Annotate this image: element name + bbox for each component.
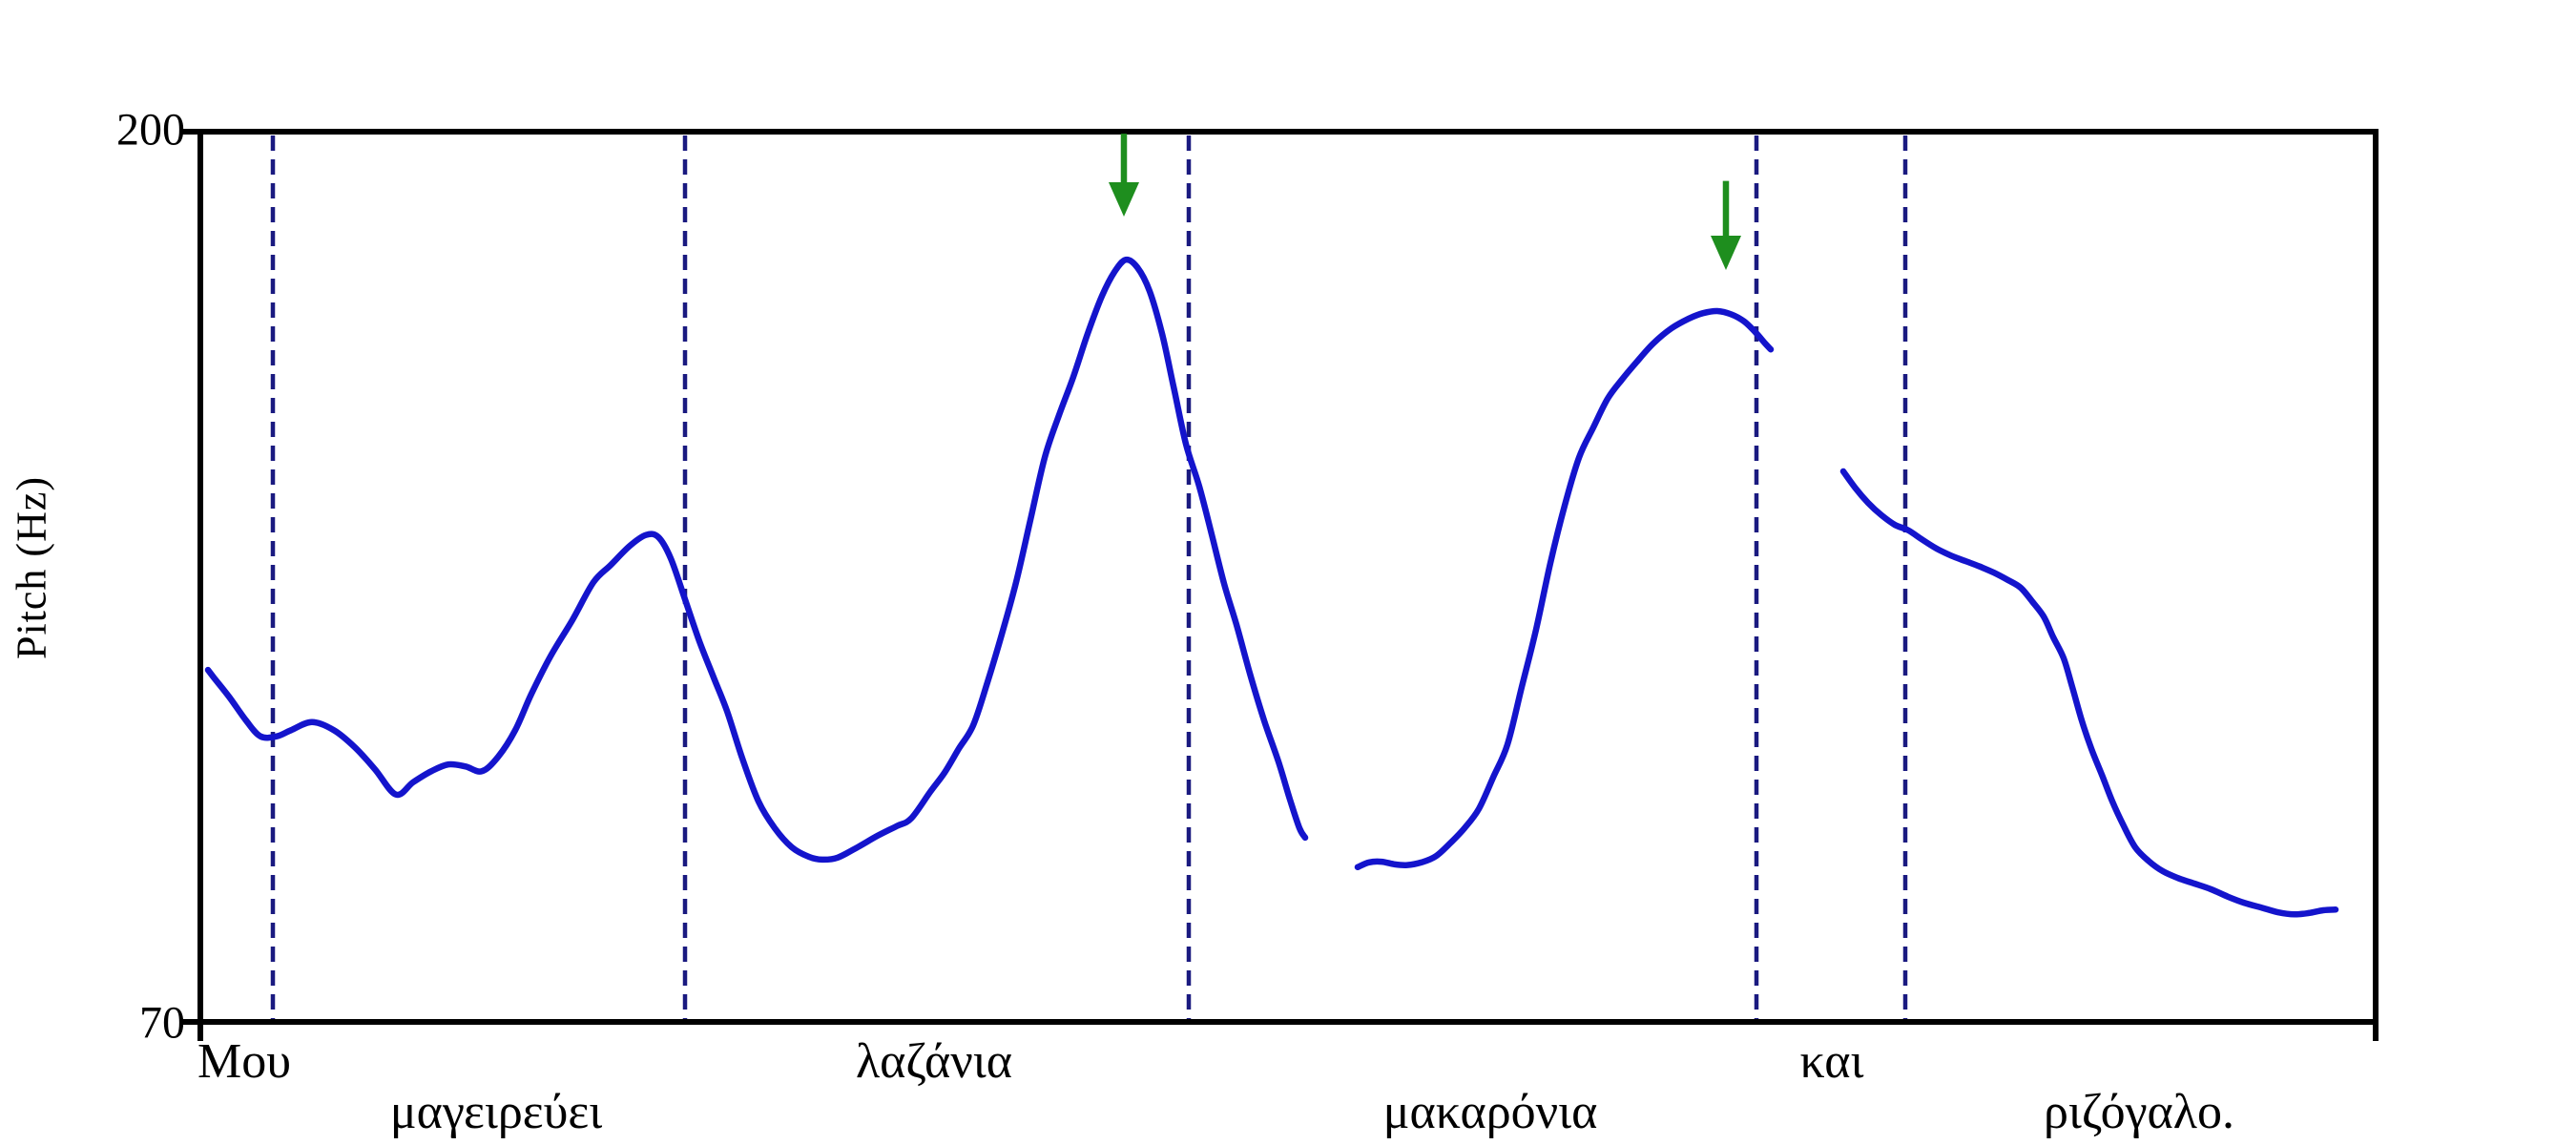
word-label-mageirevei: μαγειρεύει xyxy=(389,1085,603,1139)
word-boundary-lines xyxy=(270,135,1908,1019)
pitch-contour-trace xyxy=(204,256,2339,918)
word-label-kai: και xyxy=(1799,1034,1864,1089)
y-axis-title: Pitch (Hz) xyxy=(8,475,55,660)
pitch-accent-arrows xyxy=(1109,134,1741,270)
y-tick-label-70: 70 xyxy=(139,997,185,1049)
pitch-segment-3 xyxy=(1839,468,2339,918)
word-label-lazania: λαζάνια xyxy=(855,1034,1013,1089)
y-tick-label-200: 200 xyxy=(116,104,185,156)
accent-arrow-head-1 xyxy=(1109,181,1139,217)
plot-frame xyxy=(179,129,2379,1041)
plot-border xyxy=(197,129,2379,1025)
pitch-segment-2 xyxy=(1354,307,1775,871)
pitch-segment-1 xyxy=(204,256,1309,864)
word-label-rizogalo: ριζόγαλο. xyxy=(2043,1085,2235,1139)
accent-arrow-head-2 xyxy=(1711,235,1741,270)
word-label-makaronia: μακαρόνια xyxy=(1382,1085,1598,1139)
word-label-mou: Μου xyxy=(197,1034,291,1089)
